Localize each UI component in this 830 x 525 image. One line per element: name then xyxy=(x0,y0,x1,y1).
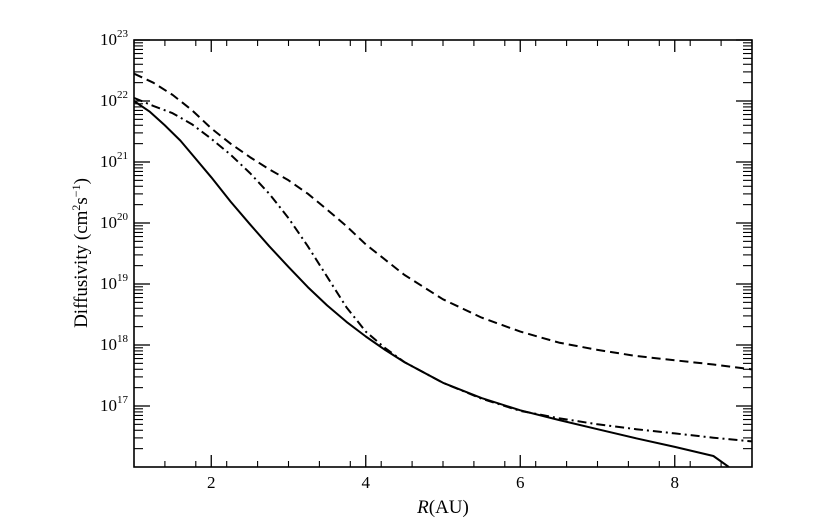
y-tick-label: 1018 xyxy=(100,333,129,354)
minor-ticks xyxy=(133,40,753,467)
series-layer xyxy=(134,72,752,467)
tick-labels: 2 4 6 8 1017 1018 1019 1020 1021 1022 1023 xyxy=(100,28,679,492)
y-tick-label: 1021 xyxy=(100,150,128,171)
y-axis-label-part-s: s xyxy=(71,197,92,204)
x-axis-label-symbol: R xyxy=(416,497,429,518)
y-tick-label: 1022 xyxy=(100,89,128,110)
y-axis-label-part-1: Diffusivity (cm xyxy=(71,210,92,328)
series-line-solid xyxy=(134,100,730,467)
x-tick-label: 8 xyxy=(671,473,680,492)
x-tick-label: 6 xyxy=(516,473,525,492)
y-tick-label: 1019 xyxy=(100,272,129,293)
y-axis-label-sup-2: 2 xyxy=(69,205,83,211)
series-line-dashed xyxy=(134,72,752,371)
y-axis-label-sup-minus1: −1 xyxy=(69,184,83,197)
series-line-dashdot xyxy=(134,96,752,443)
major-ticks xyxy=(134,39,752,467)
x-axis-label-unit: (AU) xyxy=(429,497,469,518)
x-axis-label: R(AU) xyxy=(416,497,469,518)
y-tick-label: 1023 xyxy=(100,28,129,49)
y-axis-label: Diffusivity (cm2s−1) xyxy=(69,178,92,328)
x-tick-label: 2 xyxy=(207,473,216,492)
y-tick-label: 1020 xyxy=(100,211,129,232)
y-axis-label-close: ) xyxy=(71,178,92,184)
plot-frame xyxy=(133,39,753,468)
y-tick-label: 1017 xyxy=(100,394,129,415)
x-tick-label: 4 xyxy=(362,473,371,492)
